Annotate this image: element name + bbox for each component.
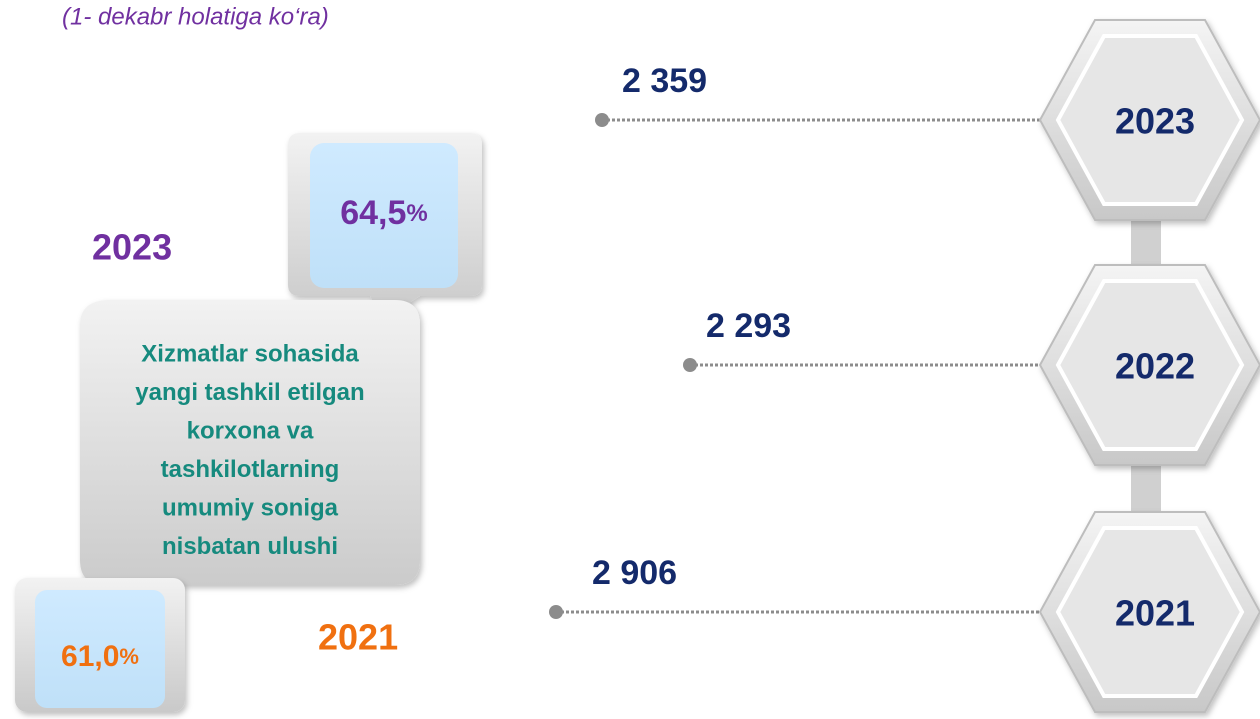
description-line: umumiy soniga (162, 494, 339, 521)
dot (683, 358, 697, 372)
description-line: korxona va (187, 417, 314, 444)
timeline-year: 2021 (1115, 593, 1195, 634)
timeline-value: 2 359 (622, 62, 707, 100)
subtitle: (1- dekabr holatiga ko‘ra) (62, 3, 329, 30)
description: Xizmatlar sohasida yangi tashkil etilgan k… (135, 340, 364, 560)
hexagon-inner (1055, 526, 1245, 698)
description-line: tashkilotlarning (161, 456, 340, 483)
dot (595, 113, 609, 127)
bottom-share-year: 2021 (318, 617, 398, 658)
top-share-year: 2023 (92, 227, 172, 268)
description-line: yangi tashkil etilgan (135, 379, 364, 406)
description-box (80, 300, 420, 600)
dot (549, 605, 563, 619)
description-line: Xizmatlar sohasida (141, 340, 359, 367)
bottom-share-value: 61,0% (61, 640, 139, 673)
timeline-value: 2 293 (706, 307, 791, 345)
bottom-share-box (15, 578, 185, 712)
timeline-year: 2023 (1115, 101, 1195, 142)
hexagon-inner (1055, 279, 1245, 451)
description-line: nisbatan ulushi (162, 533, 338, 560)
timeline: 2 359 2023 2 293 2022 2 906 2021 (549, 19, 1260, 713)
hexagon-inner (1055, 34, 1245, 206)
top-share-value: 64,5% (340, 194, 428, 232)
top-share-box (288, 133, 482, 320)
timeline-year: 2022 (1115, 346, 1195, 387)
timeline-value: 2 906 (592, 554, 677, 592)
